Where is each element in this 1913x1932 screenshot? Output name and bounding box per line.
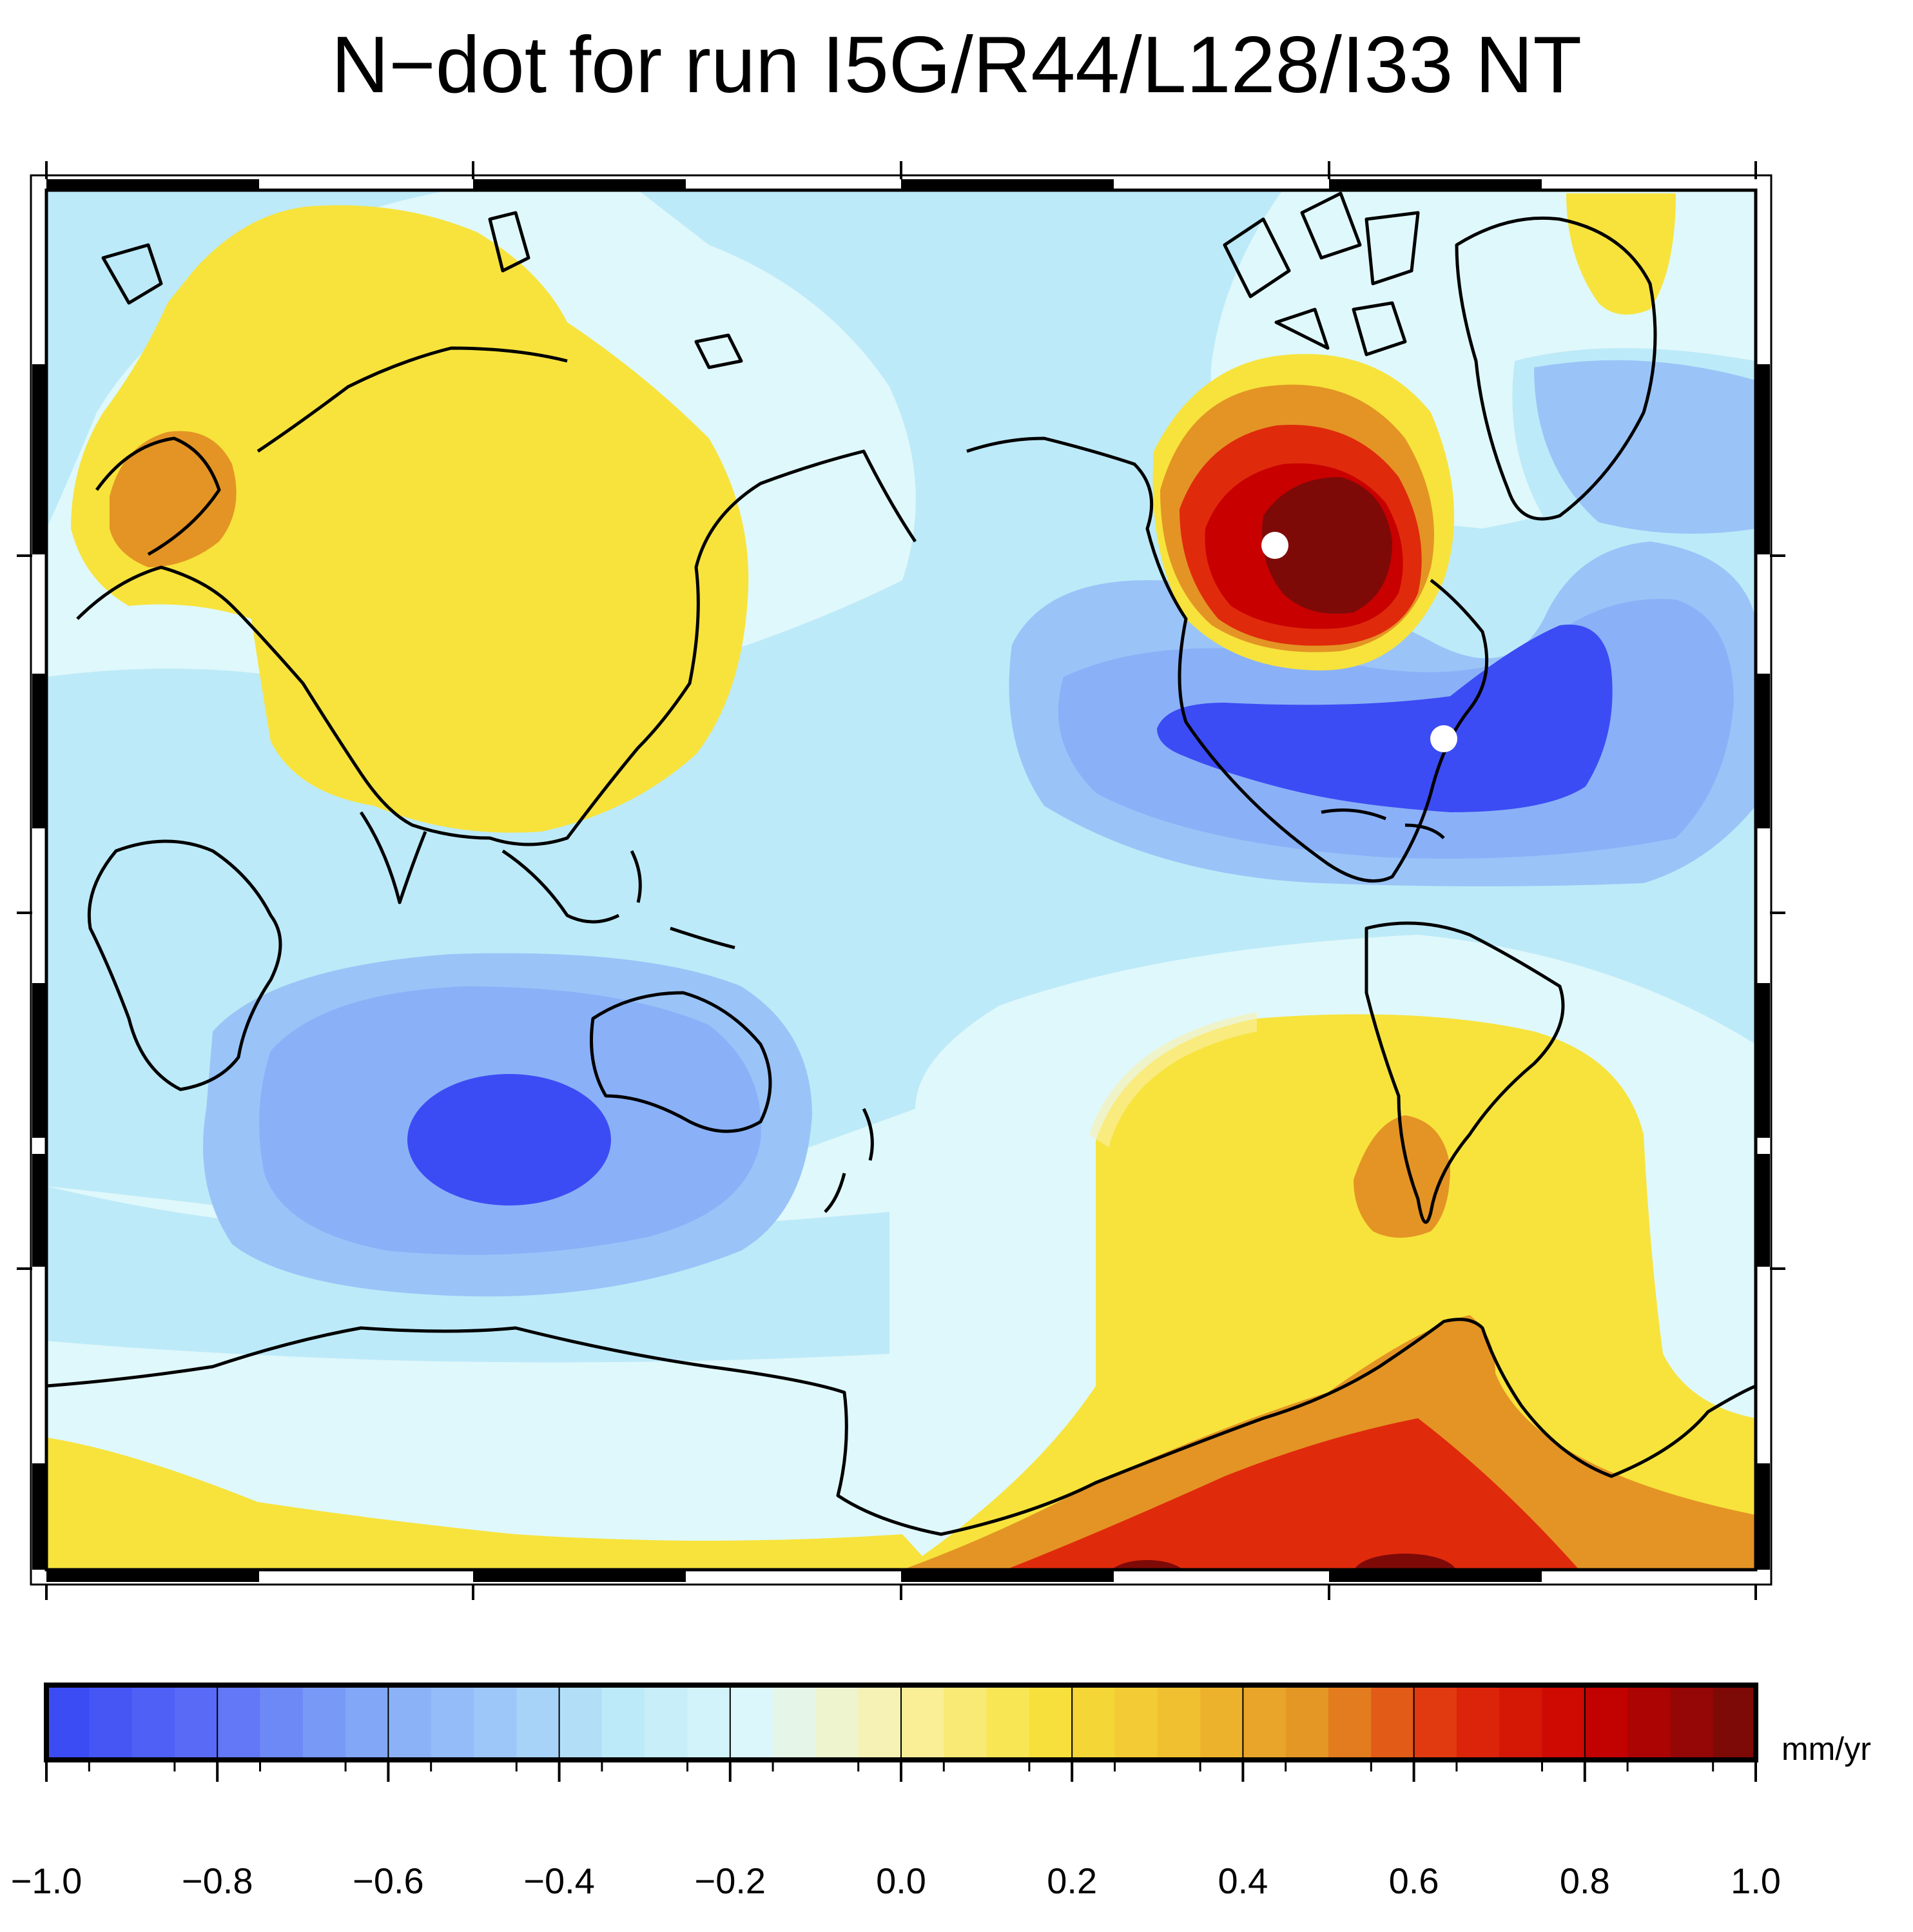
region-yellow-greenland-north	[1566, 193, 1676, 315]
colorbar-segment	[46, 1685, 90, 1760]
frame-checker-top	[46, 179, 1542, 190]
ndot-field	[46, 190, 1756, 1570]
region-darkest-red-antarctica-b	[1354, 1554, 1456, 1570]
colorbar-segment	[388, 1685, 432, 1760]
frame-checker-bottom	[46, 1570, 1542, 1582]
colorbar-segment	[431, 1685, 474, 1760]
coastlines	[46, 191, 1756, 1536]
colorbar-segment	[260, 1685, 304, 1760]
coast-arctic-islands-europe	[101, 211, 743, 369]
colorbar-tick-label: 0.6	[1389, 1860, 1439, 1901]
colorbar-segment	[1328, 1685, 1372, 1760]
colorbar-segment	[1413, 1685, 1457, 1760]
colorbar-tick-label: −0.8	[182, 1860, 253, 1901]
colorbar-segment	[345, 1685, 389, 1760]
colorbar-tick-label: 1.0	[1731, 1860, 1781, 1901]
colorbar-tick-label: −0.4	[523, 1860, 595, 1901]
colorbar-segment	[1670, 1685, 1714, 1760]
coast-greenland	[1455, 216, 1657, 521]
frame-ticks	[17, 161, 1785, 1600]
colorbar-tick-label: −1.0	[11, 1860, 83, 1901]
colorbar-segment	[89, 1685, 133, 1760]
colorbar-tick-labels: −1.0 −0.8 −0.6 −0.4 −0.2 0.0 0.2 0.4 0.6 0.8 1.0	[11, 1860, 1781, 1901]
colorbar-segment	[516, 1685, 560, 1760]
region-deep-blue-indian-ocean	[407, 1074, 611, 1205]
colorbar-segment	[1371, 1685, 1415, 1760]
colorbar-segment	[687, 1685, 731, 1760]
coast-south-america	[1364, 921, 1565, 1224]
coast-antarctica	[46, 1318, 1756, 1536]
colorbar-segment	[944, 1685, 987, 1760]
colorbar-segment	[474, 1685, 518, 1760]
colorbar-segment	[1157, 1685, 1201, 1760]
colorbar-segment	[1584, 1685, 1629, 1760]
region-darkest-red-canada	[1262, 477, 1392, 614]
coast-africa	[87, 839, 282, 1091]
coast-india	[359, 811, 427, 904]
region-yellow-antarctic-west	[46, 1438, 935, 1570]
colorbar-segment	[601, 1685, 646, 1760]
colorbar-segment	[815, 1685, 859, 1760]
marker-hudson-bay	[1261, 532, 1288, 559]
marker-western-atlantic	[1430, 725, 1457, 752]
colorbar-segment	[217, 1685, 261, 1760]
colorbar-tick-label: 0.8	[1560, 1860, 1610, 1901]
colorbar-segment	[1627, 1685, 1671, 1760]
region-orange-patagonia	[1354, 1115, 1450, 1238]
colorbar-segment	[1072, 1685, 1116, 1760]
colorbar-segment	[1200, 1685, 1244, 1760]
frame-checker-right	[1757, 364, 1770, 1570]
region-red-antarctica	[1005, 1418, 1579, 1570]
colorbar-tick-label: −0.2	[695, 1860, 766, 1901]
colorbar-segment	[730, 1685, 774, 1760]
colorbar-segment	[986, 1685, 1030, 1760]
colorbar-tick-label: 0.2	[1047, 1860, 1097, 1901]
colorbar-segment	[1114, 1685, 1158, 1760]
region-orange-scandinavia	[110, 431, 237, 567]
colorbar-unit: mm/yr	[1782, 1731, 1871, 1767]
colorbar-segment	[858, 1685, 902, 1760]
colorbar-segment	[1029, 1685, 1073, 1760]
colorbar-segment	[645, 1685, 688, 1760]
colorbar-segment	[1542, 1685, 1586, 1760]
colorbar-segment	[773, 1685, 817, 1760]
map-frame	[44, 188, 1758, 1572]
colorbar-segment	[1499, 1685, 1543, 1760]
region-pale-yellow-edge-south	[1089, 1012, 1257, 1147]
coast-europe-asia	[76, 346, 917, 846]
frame-checker-left	[32, 364, 45, 1570]
region-deep-blue-north-atlantic	[1157, 624, 1613, 812]
coast-arctic-islands-canada	[1223, 191, 1420, 356]
coast-southeast-asia	[501, 849, 735, 950]
colorbar-tick-label: 0.4	[1218, 1860, 1268, 1901]
coast-caribbean	[1321, 808, 1445, 839]
coast-scandinavia	[95, 436, 221, 556]
colorbar-segment	[901, 1685, 945, 1760]
colorbar-segment	[1456, 1685, 1500, 1760]
colorbar-segment	[131, 1685, 175, 1760]
coast-australia	[590, 991, 772, 1133]
region-yellow-eurasia	[71, 205, 749, 833]
colorbar-segment	[174, 1685, 218, 1760]
region-darkest-red-antarctica-a	[1112, 1560, 1183, 1570]
colorbar-segment	[1285, 1685, 1329, 1760]
colorbar-segment	[1713, 1685, 1756, 1760]
coast-new-zealand	[824, 1107, 874, 1213]
band-light-blue-arctic	[46, 190, 451, 529]
coast-north-america	[966, 436, 1489, 883]
colorbar	[44, 1683, 1758, 1782]
colorbar-segment	[302, 1685, 347, 1760]
colorbar-tick-label: 0.0	[876, 1860, 926, 1901]
colorbar-tick-label: −0.6	[353, 1860, 424, 1901]
map-title: N−dot for run I5G/R44/L128/I33 NT	[331, 21, 1582, 110]
colorbar-segment	[1243, 1685, 1287, 1760]
colorbar-segment	[559, 1685, 603, 1760]
